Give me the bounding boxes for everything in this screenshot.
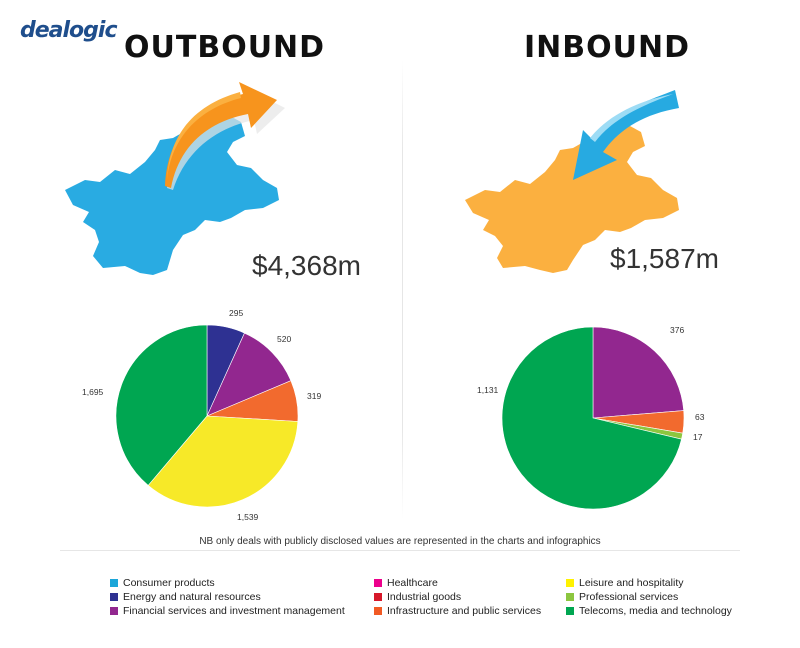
center-divider [402,60,403,520]
legend-label: Professional services [579,591,679,603]
pie-slice-label: 1,539 [237,512,259,522]
legend-divider [60,550,740,551]
legend-label: Industrial goods [387,591,462,603]
legend-item: Leisure and hospitality [566,576,732,590]
pie-slice [592,326,685,419]
legend-swatch [110,579,118,587]
legend-swatch [110,607,118,615]
pie-slice-label: 295 [229,308,243,318]
legend-label: Consumer products [123,577,215,589]
pie-slice-label: 1,695 [82,387,104,397]
outbound-amount: $4,368m [252,250,361,281]
legend-item: Energy and natural resources [110,590,345,604]
legend-item: Professional services [566,590,732,604]
pie-slice [147,415,299,508]
legend-label: Healthcare [387,577,438,589]
inbound-pie-chart: 376 63 17 1,131 [477,325,705,510]
pie-slice-label: 520 [277,334,291,344]
legend-swatch [566,607,574,615]
legend-swatch [374,593,382,601]
outbound-arrow-highlight [167,92,241,180]
chart-legend: Consumer products Energy and natural res… [110,576,750,626]
legend-swatch [566,579,574,587]
outbound-map-illustration [65,82,285,275]
inbound-map-illustration [465,90,679,273]
inbound-country-shape [465,126,679,273]
pie-slice-label: 319 [307,391,321,401]
pie-slice-label: 1,131 [477,385,499,395]
outbound-pie-chart: 295 520 319 1,539 1,695 [82,308,321,522]
pie-slice [501,326,682,510]
legend-label: Financial services and investment manage… [123,605,345,617]
outbound-arrow-icon [165,82,277,188]
pie-slice [206,332,292,417]
legend-label: Telecoms, media and technology [579,605,732,617]
inbound-arrow-highlight [590,94,673,142]
legend-swatch [566,593,574,601]
inbound-arrow-icon [573,90,679,180]
dealogic-logo: dealogic [20,18,117,43]
pie-slice [115,324,208,486]
legend-swatch [374,579,382,587]
legend-label: Energy and natural resources [123,591,261,603]
legend-swatch [374,607,382,615]
outbound-country-shape [65,116,279,275]
outbound-title: OUTBOUND [124,30,326,65]
legend-item: Telecoms, media and technology [566,604,732,618]
pie-slice-label: 17 [693,432,703,442]
inbound-amount: $1,587m [610,243,719,274]
legend-swatch [110,593,118,601]
disclosure-note: NB only deals with publicly disclosed va… [199,536,601,547]
legend-label: Leisure and hospitality [579,577,684,589]
legend-label: Infrastructure and public services [387,605,542,617]
legend-item: Consumer products [110,576,345,590]
legend-item: Healthcare [374,576,541,590]
legend-item: Financial services and investment manage… [110,604,345,618]
pie-slice-label: 376 [670,325,684,335]
legend-item: Industrial goods [374,590,541,604]
inbound-title: INBOUND [524,30,691,65]
pie-slice-label: 63 [695,412,705,422]
legend-item: Infrastructure and public services [374,604,541,618]
